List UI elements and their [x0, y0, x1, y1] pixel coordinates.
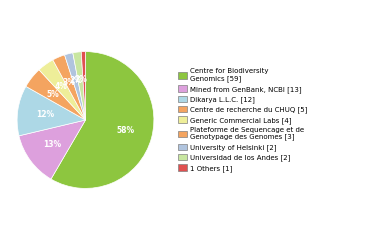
- Wedge shape: [39, 60, 86, 120]
- Text: 5%: 5%: [47, 90, 60, 99]
- Wedge shape: [19, 120, 86, 179]
- Wedge shape: [53, 55, 86, 120]
- Text: 13%: 13%: [43, 140, 62, 149]
- Text: 12%: 12%: [36, 110, 54, 119]
- Text: 58%: 58%: [116, 126, 134, 135]
- Wedge shape: [51, 52, 154, 188]
- Text: 4%: 4%: [55, 82, 68, 91]
- Wedge shape: [81, 52, 86, 120]
- Wedge shape: [73, 52, 86, 120]
- Wedge shape: [17, 86, 85, 136]
- Text: 3%: 3%: [63, 78, 76, 87]
- Legend: Centre for Biodiversity
Genomics [59], Mined from GenBank, NCBI [13], Dikarya L.: Centre for Biodiversity Genomics [59], M…: [178, 68, 307, 172]
- Text: 2%: 2%: [69, 76, 82, 85]
- Wedge shape: [65, 53, 86, 120]
- Text: 2%: 2%: [74, 75, 87, 84]
- Wedge shape: [26, 70, 86, 120]
